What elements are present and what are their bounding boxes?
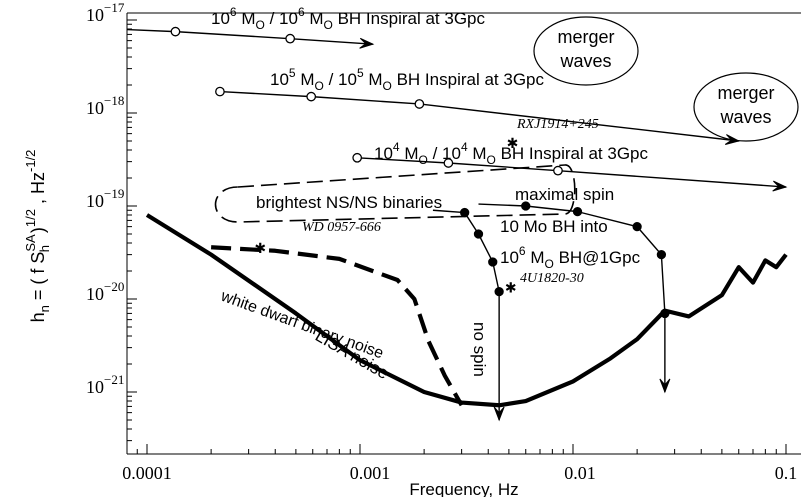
- arrowhead-maximal-spin: [659, 378, 671, 394]
- marker-10-6-mo-10-6-mo-bh-inspiral-at-3gpc: [285, 33, 296, 44]
- series-lisa-noise: [145, 213, 788, 408]
- marker-10-4-mo-10-4-mo-bh-inspiral-at-3gpc: [443, 158, 454, 168]
- ns-binaries-label: brightest NS/NS binaries: [256, 193, 442, 212]
- inspiral-label-1e4: 104 MO / 104 MO BH Inspiral at 3Gpc: [374, 140, 648, 167]
- series-10-4-mo-10-4-mo-bh-inspiral-at-3gpc: [352, 152, 788, 192]
- x-tick-label-0.1: 0.1: [775, 463, 798, 483]
- y-tick-labels: 10−17 10−18 10−19 10−20 10−21: [86, 0, 125, 397]
- point-label-4u: 4U1820-30: [520, 271, 584, 286]
- series-line-no-spin: [432, 209, 500, 420]
- merger-ellipse-2-line1: merger: [717, 83, 774, 103]
- arrowhead-10-5-mo-10-5-mo-bh-inspiral-at-3gpc: [724, 134, 741, 145]
- y-tick-label-1e-18: 10−18: [86, 93, 124, 118]
- marker-maximal-spin: [521, 201, 531, 211]
- y-tick-label-1e-21: 10−21: [86, 372, 124, 397]
- marker-maximal-spin: [572, 206, 583, 217]
- marker-10-4-mo-10-4-mo-bh-inspiral-at-3gpc: [352, 152, 363, 163]
- marker-no-spin: [473, 229, 484, 239]
- merger-ellipse-1: merger waves: [533, 16, 639, 86]
- x-tick-label-0.001: 0.001: [350, 463, 391, 483]
- series-line-10-4-mo-10-4-mo-bh-inspiral-at-3gpc: [357, 157, 787, 188]
- merger-ellipse-2-line2: waves: [719, 107, 771, 127]
- bh-into-label-line1: 10 Mo BH into: [500, 217, 608, 236]
- point-label-rxj: RXJ1914+245: [516, 117, 599, 132]
- y-tick-label-1e-20: 10−20: [86, 279, 124, 304]
- points-layer: ✱ ✱ ✱: [254, 135, 518, 295]
- marker-no-spin: [494, 286, 504, 297]
- point-marker-4u1820-30: ✱: [505, 279, 517, 295]
- x-tick-labels: 0.0001 0.001 0.01 0.1: [122, 463, 797, 483]
- tick-marks: [127, 19, 787, 454]
- series-line-10-5-mo-10-5-mo-bh-inspiral-at-3gpc: [219, 90, 739, 142]
- point-marker-wd-0957-666: ✱: [254, 240, 266, 256]
- merger-ellipse-2: merger waves: [693, 72, 799, 142]
- merger-ellipse-1-line2: waves: [559, 51, 611, 71]
- no-spin-label: no spin: [470, 322, 489, 377]
- bh-into-label-line2: 106 MO BH@1Gpc: [500, 244, 641, 271]
- marker-10-4-mo-10-4-mo-bh-inspiral-at-3gpc: [553, 165, 563, 176]
- series-line-white-dwarf-binary-noise: [211, 245, 464, 407]
- annotations: 106 MO / 106 MO BH Inspiral at 3Gpc 105 …: [211, 5, 648, 383]
- point-marker-rxj1914-245: ✱: [507, 135, 519, 151]
- inspiral-label-1e6: 106 MO / 106 MO BH Inspiral at 3Gpc: [211, 5, 485, 32]
- maximal-spin-label: maximal spin: [515, 185, 614, 204]
- series-line-10-6-mo-10-6-mo-bh-inspiral-at-3gpc: [127, 28, 373, 45]
- series-10-6-mo-10-6-mo-bh-inspiral-at-3gpc: [127, 26, 375, 49]
- y-tick-label-1e-19: 10−19: [86, 186, 124, 211]
- marker-no-spin: [460, 207, 470, 218]
- marker-no-spin: [488, 257, 498, 267]
- marker-maximal-spin: [660, 308, 670, 319]
- arrowhead-10-6-mo-10-6-mo-bh-inspiral-at-3gpc: [359, 37, 375, 49]
- series-no-spin: [432, 207, 505, 422]
- x-tick-label-0.01: 0.01: [564, 463, 596, 483]
- y-tick-label-1e-17: 10−17: [86, 0, 125, 25]
- series-line-lisa-noise: [145, 213, 788, 408]
- marker-10-5-mo-10-5-mo-bh-inspiral-at-3gpc: [414, 99, 425, 109]
- y-axis-label: hn = ( f SSAh)1/2 , Hz-1/2: [23, 150, 52, 323]
- point-label-wd: WD 0957-666: [302, 220, 381, 235]
- marker-10-5-mo-10-5-mo-bh-inspiral-at-3gpc: [306, 91, 317, 102]
- marker-maximal-spin: [632, 221, 642, 232]
- arrowhead-10-4-mo-10-4-mo-bh-inspiral-at-3gpc: [772, 180, 788, 192]
- inspiral-label-1e5: 105 MO / 105 MO BH Inspiral at 3Gpc: [270, 66, 544, 93]
- series-maximal-spin: [478, 201, 671, 394]
- series-white-dwarf-binary-noise: [211, 245, 464, 407]
- x-tick-label-0.0001: 0.0001: [122, 463, 172, 483]
- marker-10-5-mo-10-5-mo-bh-inspiral-at-3gpc: [215, 86, 225, 97]
- marker-10-6-mo-10-6-mo-bh-inspiral-at-3gpc: [170, 26, 181, 37]
- x-axis-label: Frequency, Hz: [409, 480, 518, 497]
- marker-maximal-spin: [656, 249, 667, 260]
- arrowhead-no-spin: [493, 406, 505, 422]
- series-layer: [127, 26, 788, 422]
- series-10-5-mo-10-5-mo-bh-inspiral-at-3gpc: [215, 86, 741, 145]
- merger-ellipse-1-line1: merger: [557, 27, 614, 47]
